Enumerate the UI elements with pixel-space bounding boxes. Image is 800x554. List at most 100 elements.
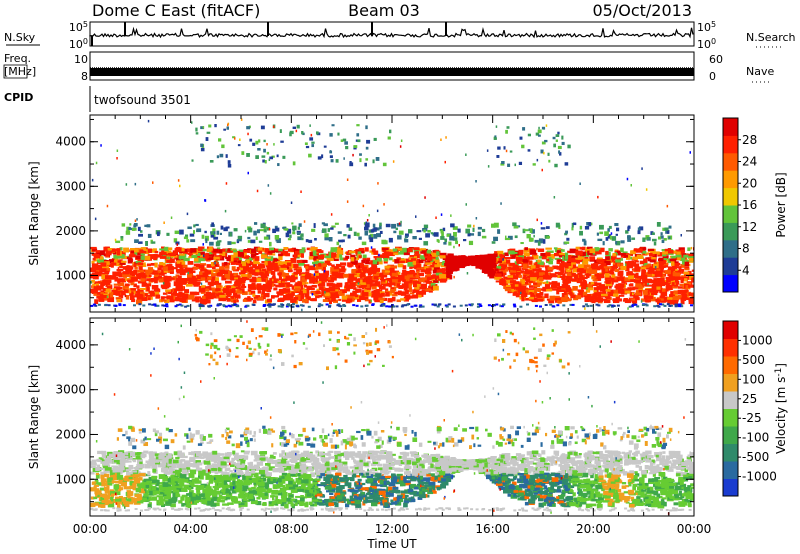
power-cell xyxy=(424,288,430,292)
power-cell xyxy=(524,247,529,251)
power-cell xyxy=(586,273,590,279)
power-cell xyxy=(234,281,241,287)
power-cell xyxy=(680,257,686,262)
power-cell xyxy=(424,266,429,270)
power-cell xyxy=(313,264,315,267)
power-cell xyxy=(591,299,596,304)
power-cell xyxy=(179,253,185,257)
power-cell xyxy=(92,289,98,294)
power-cell xyxy=(589,248,596,254)
power-cell xyxy=(218,297,224,302)
power-cell xyxy=(113,250,119,255)
power-cell xyxy=(313,223,316,228)
power-cell xyxy=(115,263,121,267)
power-cell xyxy=(554,257,561,260)
power-cell xyxy=(210,252,217,256)
power-cell xyxy=(227,304,231,307)
power-cell xyxy=(476,257,480,262)
power-cell xyxy=(305,293,310,298)
power-cell xyxy=(141,296,148,302)
power-cell xyxy=(668,305,672,307)
power-cell xyxy=(546,280,548,284)
power-cell xyxy=(209,241,214,246)
power-cell xyxy=(139,249,144,254)
power-cell xyxy=(472,262,478,267)
power-cell xyxy=(333,258,339,262)
power-cell xyxy=(92,257,96,261)
power-cell xyxy=(177,262,182,266)
power-cell xyxy=(246,304,250,307)
power-cell xyxy=(116,149,119,152)
power-cell xyxy=(505,235,507,239)
power-cell xyxy=(180,265,184,270)
power-cell xyxy=(347,296,354,299)
power-cell xyxy=(330,159,334,163)
power-cell xyxy=(399,260,406,264)
power-cell xyxy=(680,279,684,284)
power-cell xyxy=(502,281,508,286)
power-cell xyxy=(528,260,533,265)
power-cell xyxy=(390,265,398,269)
power-cell xyxy=(597,295,602,299)
power-cell xyxy=(249,266,254,272)
velocity-cell xyxy=(163,473,168,478)
velocity-cell xyxy=(600,456,604,460)
power-cell xyxy=(466,272,469,275)
power-cell xyxy=(587,296,594,299)
power-cell xyxy=(364,299,370,302)
power-cell xyxy=(627,271,633,276)
power-cell xyxy=(415,274,419,279)
power-cell xyxy=(285,278,292,281)
power-cell xyxy=(265,264,272,268)
power-cell xyxy=(561,261,565,267)
power-cell xyxy=(550,273,557,278)
power-cell xyxy=(660,291,668,297)
power-cell xyxy=(554,253,560,257)
power-cell xyxy=(536,299,544,302)
velocity-cell xyxy=(513,493,517,498)
power-cell xyxy=(100,268,108,272)
power-cell xyxy=(675,254,682,258)
power-cell xyxy=(345,255,350,259)
power-cell xyxy=(255,155,259,159)
power-cell xyxy=(125,230,131,235)
power-cell xyxy=(224,295,229,301)
power-cell xyxy=(298,262,305,266)
power-cell xyxy=(335,285,340,288)
power-cell xyxy=(444,238,448,243)
power-cell xyxy=(611,273,616,278)
power-cell xyxy=(400,298,406,301)
power-cell xyxy=(691,278,694,283)
power-cell xyxy=(446,270,450,275)
power-cell xyxy=(647,288,654,293)
power-cell xyxy=(294,287,300,292)
power-cell xyxy=(115,240,121,244)
velocity-cell xyxy=(608,498,614,502)
velocity-cell xyxy=(196,489,201,493)
power-cell xyxy=(487,253,494,258)
power-cell xyxy=(272,279,280,283)
power-cell xyxy=(571,227,574,231)
power-cell xyxy=(282,226,287,229)
power-cell xyxy=(644,299,651,303)
power-cell xyxy=(179,184,181,188)
velocity-cell xyxy=(676,454,683,460)
power-cell xyxy=(250,262,255,266)
power-cell xyxy=(120,260,127,263)
power-cell xyxy=(216,247,221,250)
velocity-cell xyxy=(634,473,640,477)
power-cell xyxy=(427,230,431,233)
power-cell xyxy=(254,256,260,261)
power-cell xyxy=(154,304,158,307)
power-cell xyxy=(148,303,152,306)
power-cell xyxy=(160,284,166,288)
power-cell xyxy=(119,247,123,251)
power-cell xyxy=(134,250,138,255)
cpid-label: CPID xyxy=(4,91,33,104)
power-cell xyxy=(374,298,382,303)
power-cell xyxy=(190,270,196,274)
power-cell xyxy=(643,289,649,294)
power-cell xyxy=(122,285,129,291)
power-cell xyxy=(385,291,390,297)
power-cell xyxy=(559,265,564,270)
